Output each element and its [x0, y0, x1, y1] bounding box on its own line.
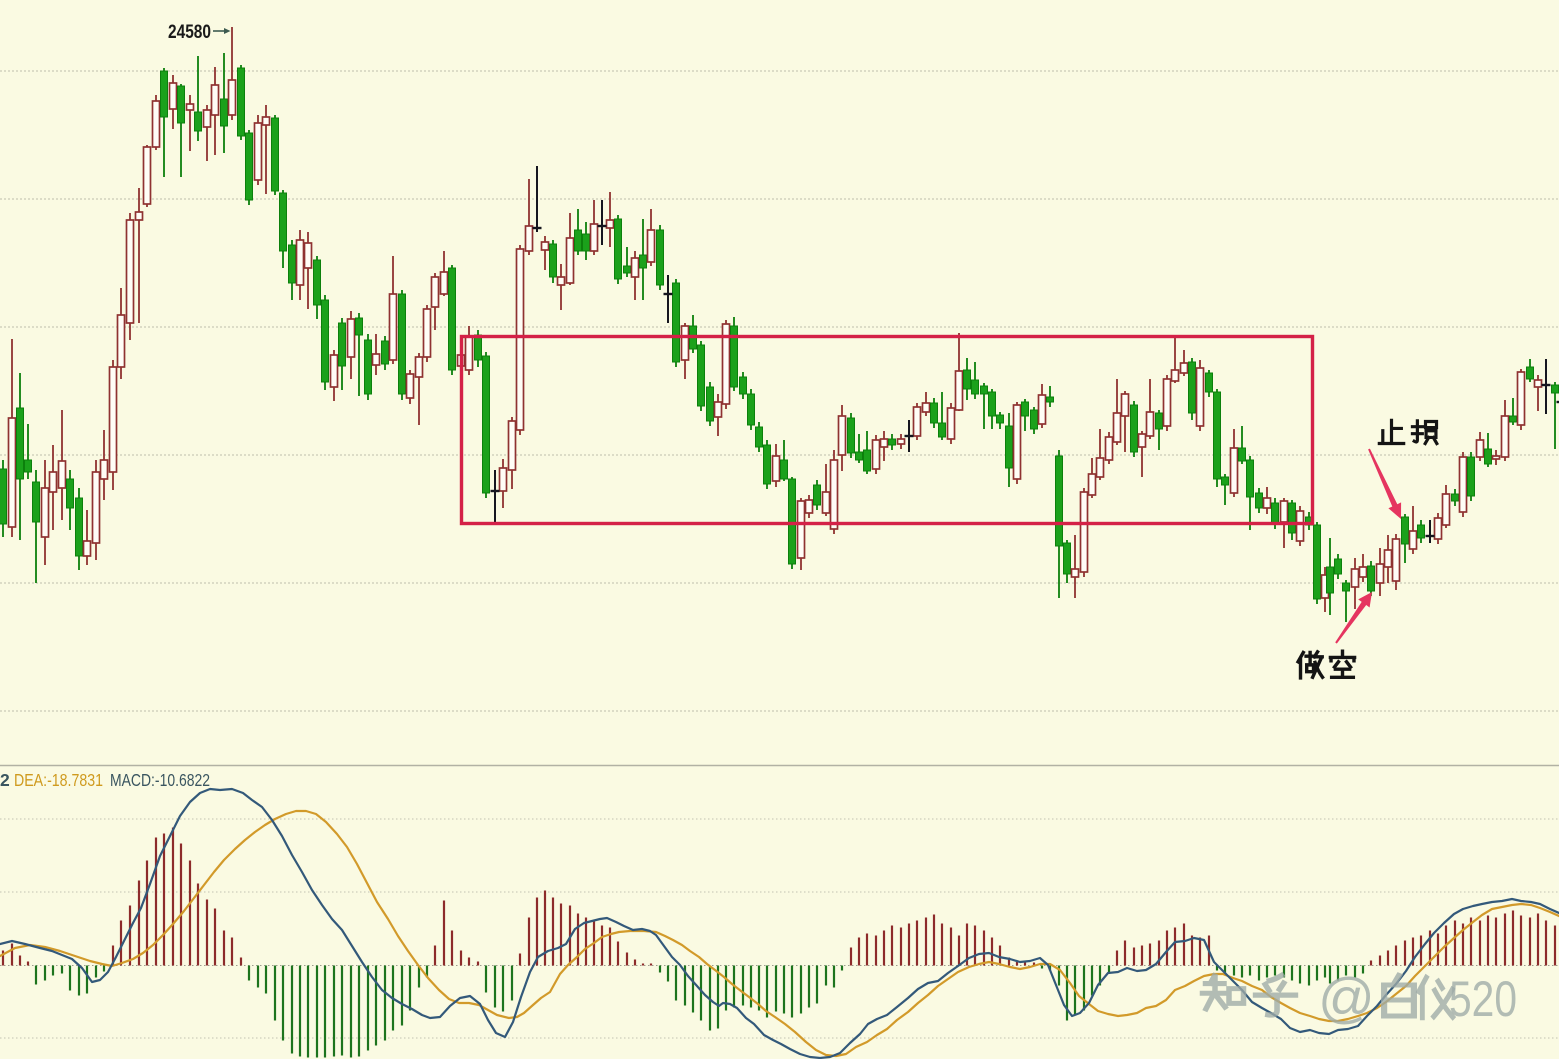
- svg-text:MACD:-10.6822: MACD:-10.6822: [110, 770, 210, 790]
- svg-text:520: 520: [1449, 971, 1517, 1027]
- svg-text:DEA:-18.7831: DEA:-18.7831: [14, 770, 103, 790]
- svg-text:@: @: [1318, 966, 1375, 1029]
- svg-text:24580: 24580: [168, 22, 211, 43]
- svg-text:2: 2: [0, 770, 10, 790]
